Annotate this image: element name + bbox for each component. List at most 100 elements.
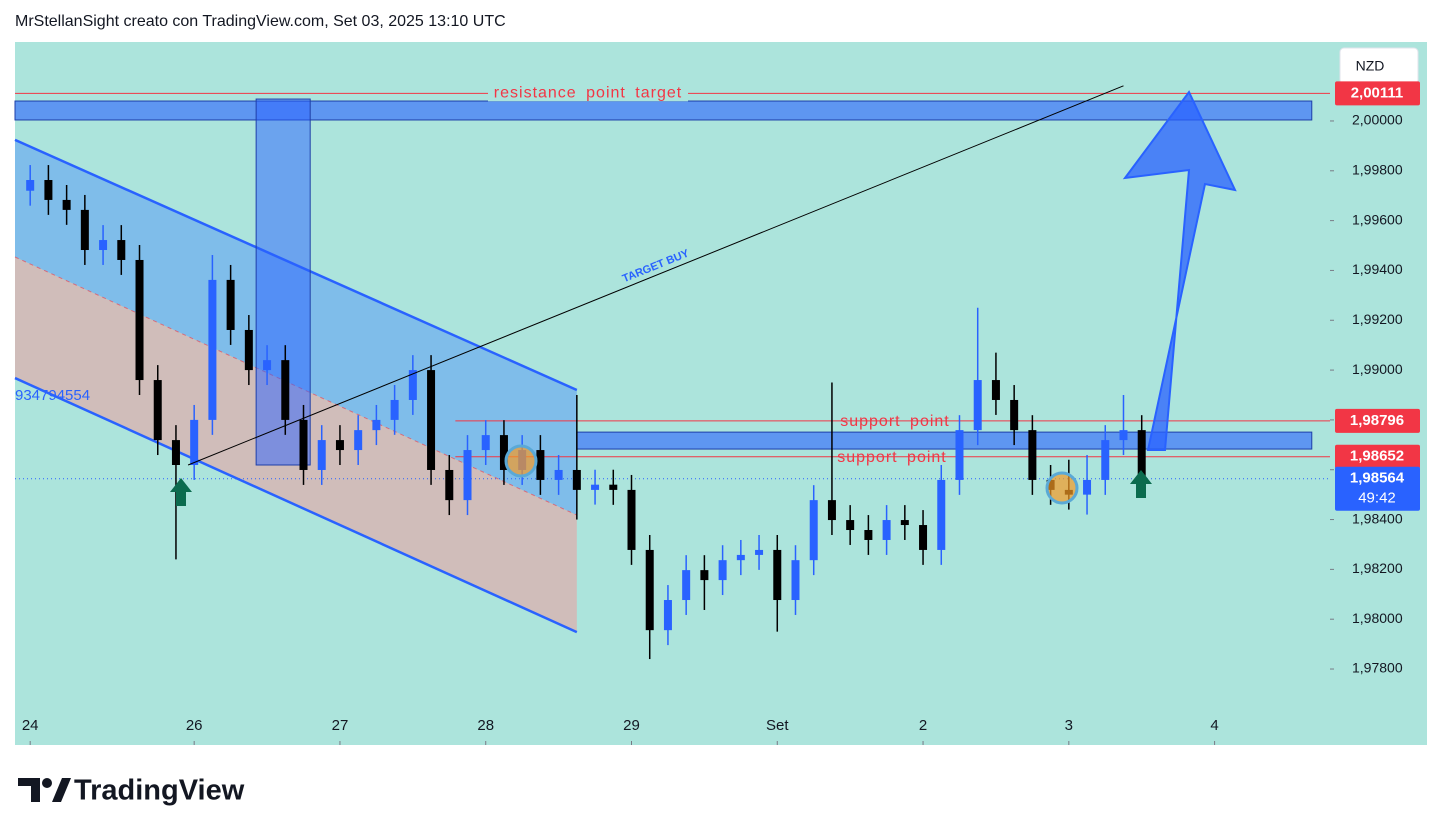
x-tick-label: 3 (1065, 717, 1073, 734)
green-arrow (170, 478, 192, 506)
channel-lower (14, 376, 578, 634)
candle-body (317, 440, 326, 470)
x-tick-label: 27 (332, 717, 349, 734)
candle-body (755, 549, 764, 555)
candle-body (171, 440, 180, 465)
price-tag (1335, 81, 1420, 106)
candle-body (609, 484, 618, 490)
x-tick-label: 26 (186, 717, 203, 734)
candle-body (244, 329, 253, 371)
green-arrow (1130, 470, 1152, 498)
x-tick-label: 28 (477, 717, 494, 734)
candle-body (627, 489, 636, 550)
candle-body (955, 430, 964, 480)
candle-body (481, 435, 490, 451)
candle-body (1101, 440, 1110, 480)
price-tag-label: 2,00111 (1351, 84, 1404, 101)
plot-area: 934794554 resistance point target support … (14, 85, 1334, 745)
candle-body (263, 360, 272, 371)
level-label-bg (488, 85, 688, 102)
y-tick-label: 2,00000 (1352, 112, 1403, 128)
candle-body (427, 370, 436, 470)
y-tick-label: 1,98400 (1352, 510, 1403, 526)
candle-body (226, 279, 235, 330)
level-label: resistance point target (494, 85, 682, 102)
marker-circle (1045, 471, 1079, 505)
candle-body (773, 549, 782, 601)
y-tick-label: 1,99200 (1352, 311, 1403, 327)
big-arrow (1122, 90, 1237, 451)
candle-body (62, 199, 71, 210)
candle-body (117, 240, 126, 260)
candle-body (26, 180, 35, 191)
candle-body (372, 419, 381, 431)
y-tick-label: 1,98000 (1352, 610, 1403, 626)
candle-body (645, 549, 654, 631)
candle-body (791, 560, 800, 601)
last-price-label: 1,98564 (1350, 470, 1405, 487)
candle-body (937, 479, 946, 550)
candle-body (554, 469, 563, 480)
candle-body (900, 520, 909, 526)
y-tick-label: 1,99800 (1352, 161, 1403, 177)
candle-body (153, 380, 162, 441)
candle-body (973, 380, 982, 431)
candle-body (1028, 430, 1037, 480)
marker-circle (504, 444, 538, 478)
countdown: 49:42 (1358, 490, 1396, 507)
candle-body (390, 399, 399, 420)
candle-body (99, 240, 108, 251)
target-line (187, 85, 1124, 466)
candle-body (827, 500, 836, 521)
y-tick-label: 1,97800 (1352, 660, 1403, 676)
level-label: support point (837, 449, 947, 466)
x-tick-label: 2 (919, 717, 927, 734)
last-price-tag (1335, 466, 1420, 511)
candle-body (80, 209, 89, 251)
zone (576, 431, 1313, 450)
candle-body (846, 520, 855, 531)
candle-body (882, 520, 891, 540)
price-tag (1335, 408, 1420, 433)
y-tick-label: 1,99000 (1352, 361, 1403, 377)
candle-body (44, 180, 53, 200)
candle-body (1083, 479, 1092, 495)
header: MrStellanSight creato con TradingView.co… (15, 13, 506, 30)
candle-body (135, 259, 144, 381)
candle-body (190, 419, 199, 465)
candle-body (463, 450, 472, 501)
candle-body (208, 279, 217, 420)
channel-middle (14, 256, 578, 516)
candle-body (299, 419, 308, 470)
currency: NZD (1356, 58, 1385, 74)
zone (14, 100, 1313, 121)
x-tick-label: 24 (22, 717, 39, 734)
price-tag-label: 1,98652 (1350, 448, 1404, 465)
channel-label: 934794554 (15, 387, 90, 404)
candle-body (591, 484, 600, 490)
candle-body (991, 380, 1000, 400)
brand-logo (18, 778, 71, 802)
y-tick-label: 1,98200 (1352, 560, 1403, 576)
candle-body (736, 554, 745, 561)
candle-body (281, 360, 290, 420)
candle-body (1119, 430, 1128, 441)
candle-body (682, 570, 691, 601)
candle-body (572, 469, 581, 490)
candle-body (1137, 430, 1146, 480)
x-tick-label: Set (766, 717, 789, 734)
x-tick-label: 29 (623, 717, 640, 734)
level-label: support point (840, 413, 950, 430)
candle-body (445, 469, 454, 501)
candle-body (718, 560, 727, 581)
price-tag (1335, 444, 1420, 469)
candle-body (809, 500, 818, 561)
candle-body (700, 570, 709, 581)
candle-body (663, 600, 672, 631)
candle-body (536, 450, 545, 480)
candle-body (1010, 399, 1019, 431)
candle-body (354, 430, 363, 451)
y-tick-label: 1,99400 (1352, 261, 1403, 277)
candle-body (919, 525, 928, 550)
